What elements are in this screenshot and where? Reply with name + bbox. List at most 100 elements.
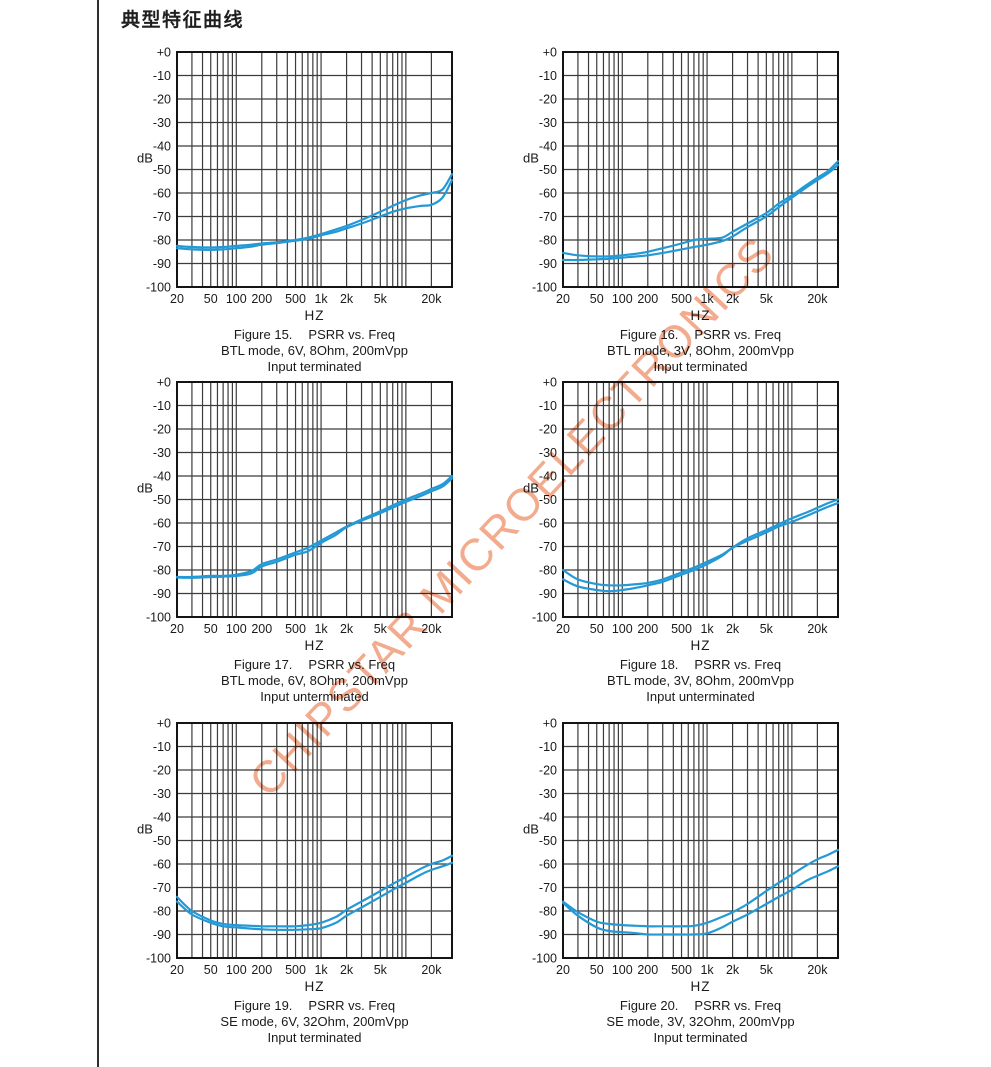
y-tick-label: -50 xyxy=(153,493,171,507)
y-tick-label: -70 xyxy=(539,540,557,554)
x-tick-label: 50 xyxy=(204,292,218,306)
y-tick-label: -10 xyxy=(539,399,557,413)
x-tick-label: 20k xyxy=(807,292,828,306)
y-tick-label: -10 xyxy=(153,69,171,83)
y-tick-label: -100 xyxy=(532,611,557,625)
x-tick-label: 500 xyxy=(285,622,306,636)
caption-line-1: Figure 19. PSRR vs. Freq xyxy=(177,998,452,1014)
y-tick-label: -50 xyxy=(153,834,171,848)
y-axis-unit-label: dB xyxy=(137,821,153,836)
psrr-curve-2 xyxy=(175,477,454,579)
figure-title: PSRR vs. Freq xyxy=(308,998,396,1013)
plot-border xyxy=(176,51,453,288)
y-tick-label: -80 xyxy=(539,905,557,919)
x-tick-label: 5k xyxy=(760,963,774,977)
figure-number: Figure 20. xyxy=(619,998,679,1013)
y-tick-label: +0 xyxy=(157,46,171,60)
x-tick-label: 5k xyxy=(374,292,388,306)
figure-input-note: Input unterminated xyxy=(260,689,369,704)
chart-block: +0 -10 -20 -30 -40 -50 -60 -70 -80 -90 -100 20 50 100… xyxy=(110,45,470,375)
y-tick-label: -90 xyxy=(539,928,557,942)
x-tick-label: 1k xyxy=(314,963,328,977)
y-tick-label: -20 xyxy=(539,423,557,437)
x-tick-label: 200 xyxy=(251,963,272,977)
y-tick-label: +0 xyxy=(543,46,557,60)
y-tick-label: -90 xyxy=(153,928,171,942)
figure-conditions: BTL mode, 6V, 8Ohm, 200mVpp xyxy=(221,343,408,358)
x-axis-unit-label: HZ xyxy=(305,308,325,323)
caption-line-1: Figure 18. PSRR vs. Freq xyxy=(563,657,838,673)
figure-input-note: Input terminated xyxy=(653,1030,748,1045)
y-axis-unit-label: dB xyxy=(523,150,539,165)
x-tick-label: 2k xyxy=(340,622,354,636)
psrr-curve-2 xyxy=(175,861,454,931)
x-tick-label: 20 xyxy=(170,292,184,306)
y-tick-label: -100 xyxy=(146,952,171,966)
x-tick-label: 20 xyxy=(556,963,570,977)
psrr-curve-1 xyxy=(175,474,454,579)
y-tick-label: -100 xyxy=(146,611,171,625)
x-tick-label: 50 xyxy=(590,292,604,306)
y-tick-label: -70 xyxy=(539,210,557,224)
x-tick-label: 500 xyxy=(671,622,692,636)
x-tick-label: 200 xyxy=(637,292,658,306)
y-tick-label: +0 xyxy=(543,376,557,390)
page-title: 典型特征曲线 xyxy=(121,10,245,31)
y-tick-label: -80 xyxy=(153,905,171,919)
y-tick-label: -60 xyxy=(539,517,557,531)
x-tick-label: 5k xyxy=(760,622,774,636)
figure-conditions: BTL mode, 6V, 8Ohm, 200mVpp xyxy=(221,673,408,688)
x-tick-label: 5k xyxy=(374,963,388,977)
x-tick-label: 20 xyxy=(170,622,184,636)
chart-block: +0 -10 -20 -30 -40 -50 -60 -70 -80 -90 -100 20 50 100… xyxy=(110,375,470,705)
x-tick-label: 5k xyxy=(760,292,774,306)
x-tick-label: 50 xyxy=(204,963,218,977)
x-tick-label: 500 xyxy=(671,292,692,306)
y-tick-label: -80 xyxy=(153,564,171,578)
x-tick-label: 1k xyxy=(700,292,714,306)
y-tick-label: -30 xyxy=(153,787,171,801)
y-tick-label: -10 xyxy=(153,740,171,754)
x-tick-label: 100 xyxy=(612,963,633,977)
figure-title: PSRR vs. Freq xyxy=(308,327,396,342)
y-tick-label: -10 xyxy=(153,399,171,413)
y-tick-label: -50 xyxy=(539,163,557,177)
x-tick-label: 50 xyxy=(590,622,604,636)
figure-caption: Figure 18. PSRR vs. Freq BTL mode, 3V, 8O… xyxy=(563,657,838,705)
psrr-curve-2 xyxy=(561,498,840,593)
y-tick-label: -100 xyxy=(146,281,171,295)
x-tick-label: 20k xyxy=(807,963,828,977)
figure-conditions: BTL mode, 3V, 8Ohm, 200mVpp xyxy=(607,673,794,688)
x-axis-unit-label: HZ xyxy=(305,638,325,653)
x-tick-label: 20k xyxy=(807,622,828,636)
x-tick-label: 2k xyxy=(340,963,354,977)
figure-caption: Figure 19. PSRR vs. Freq SE mode, 6V, 32O… xyxy=(177,998,452,1046)
x-tick-label: 200 xyxy=(637,622,658,636)
y-axis-unit-label: dB xyxy=(523,821,539,836)
page-left-border xyxy=(97,0,99,1067)
figure-number: Figure 18. xyxy=(619,657,679,672)
y-axis-unit-label: dB xyxy=(137,150,153,165)
y-tick-label: -20 xyxy=(539,93,557,107)
x-tick-label: 500 xyxy=(285,292,306,306)
y-tick-label: -70 xyxy=(153,540,171,554)
y-tick-label: -60 xyxy=(539,187,557,201)
x-tick-label: 100 xyxy=(612,622,633,636)
y-tick-label: -100 xyxy=(532,281,557,295)
x-tick-label: 200 xyxy=(637,963,658,977)
figure-number: Figure 19. xyxy=(233,998,293,1013)
y-tick-label: -70 xyxy=(153,210,171,224)
x-tick-label: 20k xyxy=(421,622,442,636)
figure-caption: Figure 16. PSRR vs. Freq BTL mode, 3V, 8O… xyxy=(563,327,838,375)
figure-number: Figure 15. xyxy=(233,327,293,342)
plot-border xyxy=(562,722,839,959)
psrr-curve-1 xyxy=(561,160,840,258)
y-tick-label: -90 xyxy=(539,587,557,601)
psrr-curve-2 xyxy=(561,163,840,262)
x-axis-unit-label: HZ xyxy=(691,979,711,994)
chart-block: +0 -10 -20 -30 -40 -50 -60 -70 -80 -90 -100 20 50 100… xyxy=(110,716,470,1046)
